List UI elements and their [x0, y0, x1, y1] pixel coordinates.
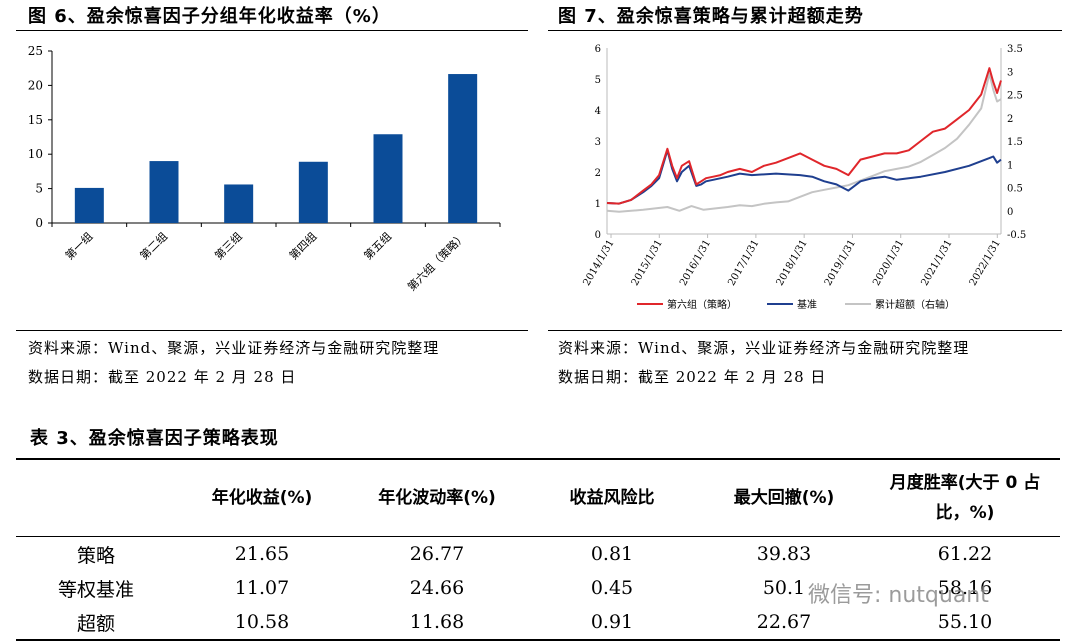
table-cell: 39.83 — [756, 543, 812, 565]
table-cell: 11.07 — [234, 577, 290, 599]
bar — [373, 134, 403, 223]
series-line — [606, 67, 1002, 205]
fig7-top-rule — [548, 30, 1062, 31]
left-tick-label: 0 — [595, 230, 601, 241]
table-cell: 11.68 — [409, 611, 465, 633]
right-tick-label: 0.5 — [1007, 184, 1023, 195]
legend-label: 累计超额（右轴） — [875, 298, 955, 311]
y-tick-label: 15 — [28, 113, 43, 127]
left-tick-label: 4 — [595, 106, 601, 117]
x-tick-label: 第三组 — [212, 229, 245, 262]
table-cell: 61.22 — [937, 543, 993, 565]
table-cell: 55.10 — [937, 611, 993, 633]
bar — [448, 74, 478, 223]
bar — [149, 161, 179, 223]
x-tick-label: 第二组 — [137, 229, 170, 262]
x-tick-label: 第五组 — [361, 229, 394, 262]
y-tick-label: 5 — [35, 182, 43, 196]
y-tick-label: 0 — [35, 216, 43, 230]
fig6-bottom-rule — [16, 330, 528, 331]
row-label: 策略 — [76, 544, 115, 567]
right-tick-label: 1.5 — [1007, 137, 1023, 148]
x-tick-label: 2018/1/31 — [775, 238, 810, 288]
table-title: 表 3、盈余惊喜因子策略表现 — [30, 428, 279, 449]
left-tick-label: 1 — [595, 199, 601, 210]
header-cell: 收益风险比 — [569, 488, 655, 508]
x-tick-label: 2021/1/31 — [919, 238, 954, 288]
table-cell: 10.58 — [234, 611, 290, 633]
fig6-source: 资料来源：Wind、聚源，兴业证券经济与金融研究院整理 — [28, 339, 440, 357]
table-cell: 58.16 — [937, 577, 993, 599]
fig7-title: 图 7、盈余惊喜策略与累计超额走势 — [558, 6, 864, 27]
header-cell: 年化收益(%) — [211, 488, 313, 508]
right-tick-label: 1 — [1007, 160, 1013, 171]
bar — [224, 184, 254, 223]
row-label: 等权基准 — [57, 578, 134, 601]
table-cell: 21.65 — [234, 543, 290, 565]
table-cell: 0.45 — [590, 577, 634, 599]
fig6-title: 图 6、盈余惊喜因子分组年化收益率（%） — [28, 6, 391, 27]
left-tick-label: 5 — [595, 75, 601, 86]
x-tick-label: 2014/1/31 — [581, 238, 616, 288]
table-cell: 0.81 — [590, 543, 634, 565]
fig7-date: 数据日期：截至 2022 年 2 月 28 日 — [558, 368, 827, 386]
table-cell: 0.91 — [590, 611, 634, 633]
table-cell: 22.67 — [756, 611, 812, 633]
bar — [74, 187, 104, 223]
left-tick-label: 3 — [595, 137, 601, 148]
right-tick-label: 2 — [1007, 114, 1013, 125]
x-tick-label: 第一组 — [62, 229, 95, 262]
fig7-source: 资料来源：Wind、聚源，兴业证券经济与金融研究院整理 — [558, 339, 970, 357]
y-tick-label: 25 — [28, 44, 43, 58]
x-tick-label: 2015/1/31 — [630, 238, 665, 288]
left-tick-label: 2 — [595, 168, 601, 179]
right-tick-label: 2.5 — [1007, 91, 1023, 102]
fig6-top-rule — [16, 30, 528, 31]
series-line — [606, 72, 1002, 213]
right-tick-label: 3 — [1007, 67, 1013, 78]
legend-label: 基准 — [797, 298, 817, 311]
fig7-bottom-rule — [548, 330, 1062, 331]
x-tick-label: 第六组（策略） — [404, 229, 468, 293]
header-cell: 最大回撤(%) — [733, 488, 835, 508]
x-tick-label: 2017/1/31 — [726, 238, 761, 288]
header-cell: 月度胜率(大于 0 占比，%) — [889, 473, 1041, 523]
table-header-row: 年化收益(%) 年化波动率(%) 收益风险比 最大回撤(%) 月度胜率(大于 0… — [16, 459, 1060, 537]
table-row: 策略 21.65 26.77 0.81 39.83 61.22 — [16, 537, 1060, 572]
y-tick-label: 20 — [28, 78, 43, 92]
watermark: 微信号: nutquant — [808, 583, 989, 608]
x-tick-label: 2020/1/31 — [871, 238, 906, 288]
table-row: 超额 10.58 11.68 0.91 22.67 55.10 — [16, 605, 1060, 640]
header-cell — [16, 459, 176, 537]
table-cell: 50.1 — [762, 577, 806, 599]
y-tick-label: 10 — [28, 147, 43, 161]
right-tick-label: 0 — [1007, 207, 1013, 218]
row-label: 超额 — [76, 612, 115, 635]
fig6-date: 数据日期：截至 2022 年 2 月 28 日 — [28, 368, 297, 386]
table-cell: 26.77 — [409, 543, 465, 565]
right-tick-label: -0.5 — [1007, 230, 1026, 241]
left-tick-label: 6 — [595, 44, 601, 55]
table-row: 等权基准 11.07 24.66 0.45 50.1 58.16 — [16, 571, 1060, 605]
bar — [298, 161, 328, 223]
bar-chart: 0 5 10 15 20 25 第一组 第二组 第三组 第四组 第五组 第六组（策略） — [28, 44, 501, 294]
line-chart: 0 1 2 3 4 5 6 -0.5 0 0.5 1 1.5 2 2.5 3 3.5 2014/1/31 2015… — [581, 44, 1026, 311]
x-tick-label: 2022/1/31 — [968, 238, 1003, 288]
right-tick-label: 3.5 — [1007, 44, 1023, 55]
table-cell: 24.66 — [409, 577, 465, 599]
x-tick-label: 2016/1/31 — [678, 238, 713, 288]
x-tick-label: 2019/1/31 — [823, 238, 858, 288]
performance-table: 年化收益(%) 年化波动率(%) 收益风险比 最大回撤(%) 月度胜率(大于 0… — [16, 458, 1060, 641]
legend-label: 第六组（策略） — [667, 298, 737, 311]
header-cell: 年化波动率(%) — [378, 488, 496, 508]
x-tick-label: 第四组 — [286, 229, 319, 262]
